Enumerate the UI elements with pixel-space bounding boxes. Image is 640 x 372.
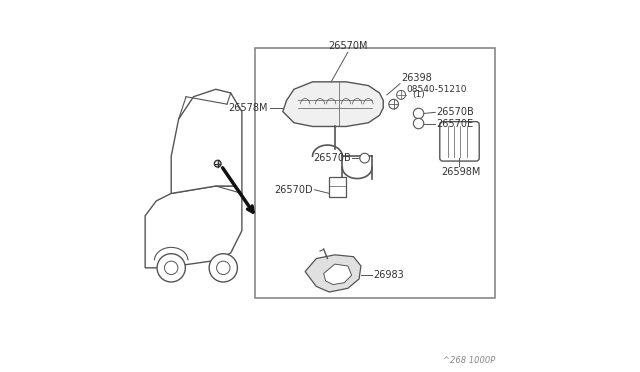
- Text: 08540-51210: 08540-51210: [406, 85, 467, 94]
- FancyBboxPatch shape: [440, 122, 479, 161]
- Text: (1): (1): [412, 90, 425, 99]
- Circle shape: [413, 108, 424, 119]
- Circle shape: [413, 118, 424, 129]
- Text: 26983: 26983: [373, 270, 404, 280]
- Text: 26570D: 26570D: [275, 185, 314, 195]
- Polygon shape: [324, 264, 351, 285]
- Text: 26570B: 26570B: [313, 153, 351, 163]
- Polygon shape: [283, 82, 383, 126]
- Text: 26598M: 26598M: [441, 167, 480, 177]
- Text: 26570E: 26570E: [436, 119, 474, 128]
- Polygon shape: [145, 186, 242, 268]
- Bar: [330, 177, 346, 197]
- Text: 26570M: 26570M: [328, 41, 367, 51]
- Polygon shape: [305, 255, 361, 292]
- Text: 26578M: 26578M: [228, 103, 268, 113]
- Circle shape: [389, 99, 399, 109]
- Circle shape: [397, 90, 406, 99]
- Text: 26570B: 26570B: [436, 108, 474, 117]
- Text: ^268 1000P: ^268 1000P: [443, 356, 495, 365]
- Polygon shape: [172, 89, 242, 193]
- Text: 26398: 26398: [401, 73, 432, 83]
- Circle shape: [209, 254, 237, 282]
- Circle shape: [360, 153, 369, 163]
- Circle shape: [157, 254, 186, 282]
- Bar: [255, 48, 495, 298]
